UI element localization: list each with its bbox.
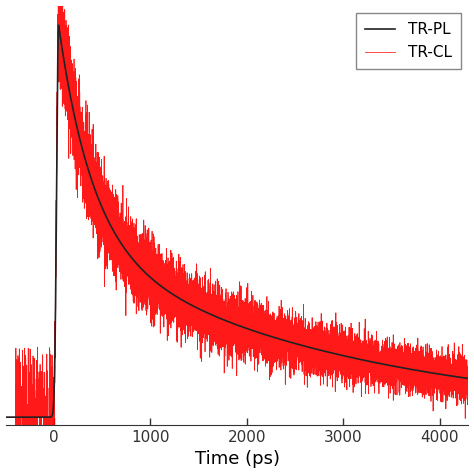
TR-PL — [72, 112, 77, 118]
TR-CL — [123, 292, 128, 298]
TR-PL — [3, 414, 9, 420]
TR-PL — [240, 324, 246, 330]
TR-CL — [465, 377, 471, 383]
TR-CL — [72, 91, 77, 97]
TR-CL — [27, 414, 33, 420]
Line: TR-PL: TR-PL — [6, 25, 468, 417]
TR-CL — [3, 414, 9, 420]
TR-PL — [284, 338, 290, 344]
TR-PL — [122, 246, 128, 252]
Line: TR-CL: TR-CL — [6, 0, 468, 474]
TR-CL — [240, 349, 246, 355]
TR-PL — [27, 414, 33, 420]
X-axis label: Time (ps): Time (ps) — [194, 450, 280, 468]
TR-PL — [246, 327, 252, 332]
Legend: TR-PL, TR-CL: TR-PL, TR-CL — [356, 13, 461, 69]
TR-PL — [56, 22, 62, 28]
TR-CL — [246, 341, 252, 346]
TR-PL — [465, 376, 471, 382]
TR-CL — [284, 331, 290, 337]
